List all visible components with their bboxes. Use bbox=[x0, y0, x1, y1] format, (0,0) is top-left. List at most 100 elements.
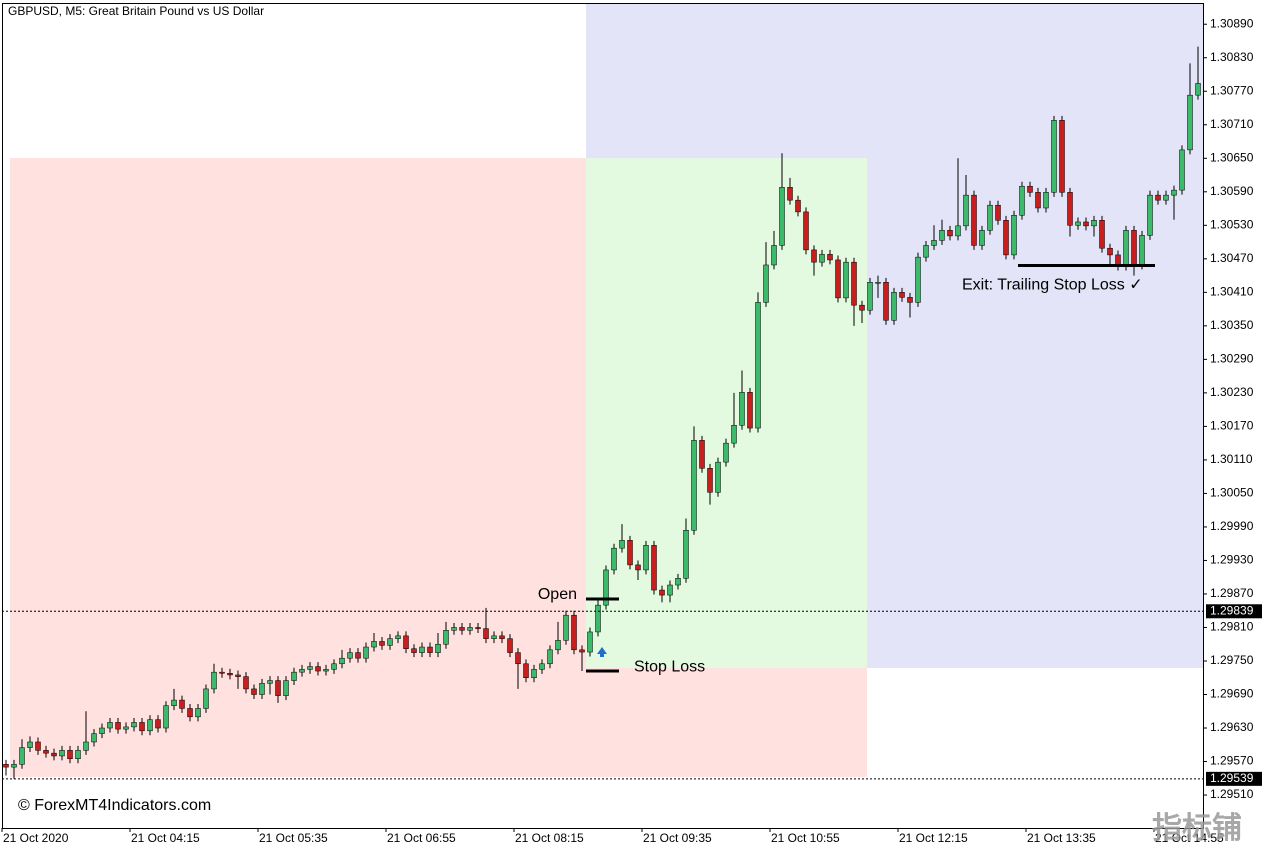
candle-body bbox=[859, 304, 865, 311]
candle-body bbox=[507, 638, 513, 653]
candle-body bbox=[227, 673, 233, 676]
candle-body bbox=[739, 392, 745, 426]
x-tick-label: 21 Oct 09:35 bbox=[643, 831, 712, 845]
candle-body bbox=[963, 194, 969, 227]
candle-body bbox=[243, 676, 249, 690]
candle-body bbox=[435, 643, 441, 653]
candle-body bbox=[931, 240, 937, 246]
y-tick-label: 1.30650 bbox=[1210, 150, 1254, 164]
y-tick-label: 1.29870 bbox=[1210, 586, 1254, 600]
y-tick-label: 1.30830 bbox=[1210, 50, 1254, 64]
watermark: © ForexMT4Indicators.com bbox=[18, 797, 211, 814]
candle-body bbox=[483, 628, 489, 639]
candle-body bbox=[171, 699, 177, 706]
candle-body bbox=[291, 671, 297, 681]
candle-body bbox=[1163, 194, 1169, 201]
candle-body bbox=[883, 282, 889, 321]
candle-body bbox=[915, 256, 921, 303]
y-tick-label: 1.29630 bbox=[1210, 720, 1254, 734]
candle-body bbox=[371, 641, 377, 648]
candle-body bbox=[587, 631, 593, 653]
candle-body bbox=[651, 545, 657, 591]
candle-body bbox=[619, 540, 625, 549]
candle-body bbox=[1059, 120, 1065, 193]
candle-body bbox=[323, 669, 329, 672]
candle-body bbox=[3, 764, 9, 768]
candle-body bbox=[475, 627, 481, 629]
candle-body bbox=[723, 442, 729, 463]
price-label-box bbox=[1206, 604, 1262, 619]
candle-body bbox=[1187, 94, 1193, 151]
candle-body bbox=[979, 230, 985, 246]
candle-body bbox=[139, 722, 145, 732]
candle-body bbox=[147, 719, 153, 732]
candle-body bbox=[1155, 194, 1161, 201]
y-tick-label: 1.29990 bbox=[1210, 519, 1254, 533]
y-tick-label: 1.30710 bbox=[1210, 117, 1254, 131]
candle-body bbox=[283, 680, 289, 696]
candle-body bbox=[411, 648, 417, 653]
annotation: Stop Loss bbox=[634, 658, 705, 675]
x-tick-label: 21 Oct 12:15 bbox=[899, 831, 968, 845]
chart-title: GBPUSD, M5: Great Britain Pound vs US Do… bbox=[8, 4, 264, 18]
y-tick-label: 1.30530 bbox=[1210, 217, 1254, 231]
candle-body bbox=[1027, 185, 1033, 193]
y-tick-label: 1.30050 bbox=[1210, 486, 1254, 500]
candle-body bbox=[1075, 221, 1081, 226]
annotation: Open bbox=[538, 586, 577, 603]
candle-body bbox=[819, 254, 825, 263]
candle-body bbox=[811, 249, 817, 263]
candle-body bbox=[83, 741, 89, 751]
candle-body bbox=[691, 440, 697, 531]
annotation: Exit: Trailing Stop Loss ✓ bbox=[962, 277, 1143, 294]
candle-body bbox=[491, 635, 497, 639]
candle-body bbox=[451, 627, 457, 631]
candle-body bbox=[387, 638, 393, 646]
candle-body bbox=[27, 741, 33, 748]
candle-body bbox=[123, 726, 129, 730]
candle-body bbox=[211, 671, 217, 690]
x-tick-label: 21 Oct 08:15 bbox=[515, 831, 584, 845]
x-tick-label: 21 Oct 06:55 bbox=[387, 831, 456, 845]
candle-body bbox=[419, 646, 425, 653]
candle-body bbox=[547, 649, 553, 665]
candle-body bbox=[771, 245, 777, 266]
candle-body bbox=[347, 652, 353, 659]
candle-body bbox=[947, 230, 953, 237]
candle-body bbox=[339, 657, 345, 665]
candle-body bbox=[939, 230, 945, 241]
candle-body bbox=[179, 699, 185, 709]
x-tick-label: 21 Oct 13:35 bbox=[1027, 831, 1096, 845]
candle-body bbox=[851, 261, 857, 306]
plot-frame bbox=[2, 3, 1204, 829]
entry-arrow bbox=[597, 647, 607, 657]
candle-body bbox=[603, 569, 609, 606]
candle-body bbox=[667, 584, 673, 596]
candle-body bbox=[899, 292, 905, 298]
x-tick-label: 21 Oct 04:15 bbox=[131, 831, 200, 845]
candle-body bbox=[115, 722, 121, 730]
candle-body bbox=[299, 669, 305, 673]
candle-body bbox=[747, 392, 753, 429]
candle-body bbox=[67, 750, 73, 759]
candle-body bbox=[867, 282, 873, 311]
candle-body bbox=[251, 688, 257, 695]
candle-body bbox=[699, 440, 705, 469]
candle-body bbox=[427, 646, 433, 653]
candle-body bbox=[731, 425, 737, 444]
price-label: 1.29539 bbox=[1210, 771, 1254, 785]
candle-body bbox=[235, 674, 241, 677]
y-tick-label: 1.30110 bbox=[1210, 452, 1253, 466]
candle-body bbox=[539, 663, 545, 670]
candle-body bbox=[107, 722, 113, 729]
candle-body bbox=[155, 719, 161, 729]
candle-body bbox=[571, 614, 577, 651]
candle-body bbox=[1011, 215, 1017, 256]
price-label: 1.29839 bbox=[1210, 603, 1254, 617]
candle-body bbox=[307, 666, 313, 670]
candle-body bbox=[395, 635, 401, 639]
candle-body bbox=[1171, 189, 1177, 196]
y-tick-label: 1.30230 bbox=[1210, 385, 1254, 399]
x-tick-label: 21 Oct 05:35 bbox=[259, 831, 328, 845]
candle-body bbox=[923, 245, 929, 258]
